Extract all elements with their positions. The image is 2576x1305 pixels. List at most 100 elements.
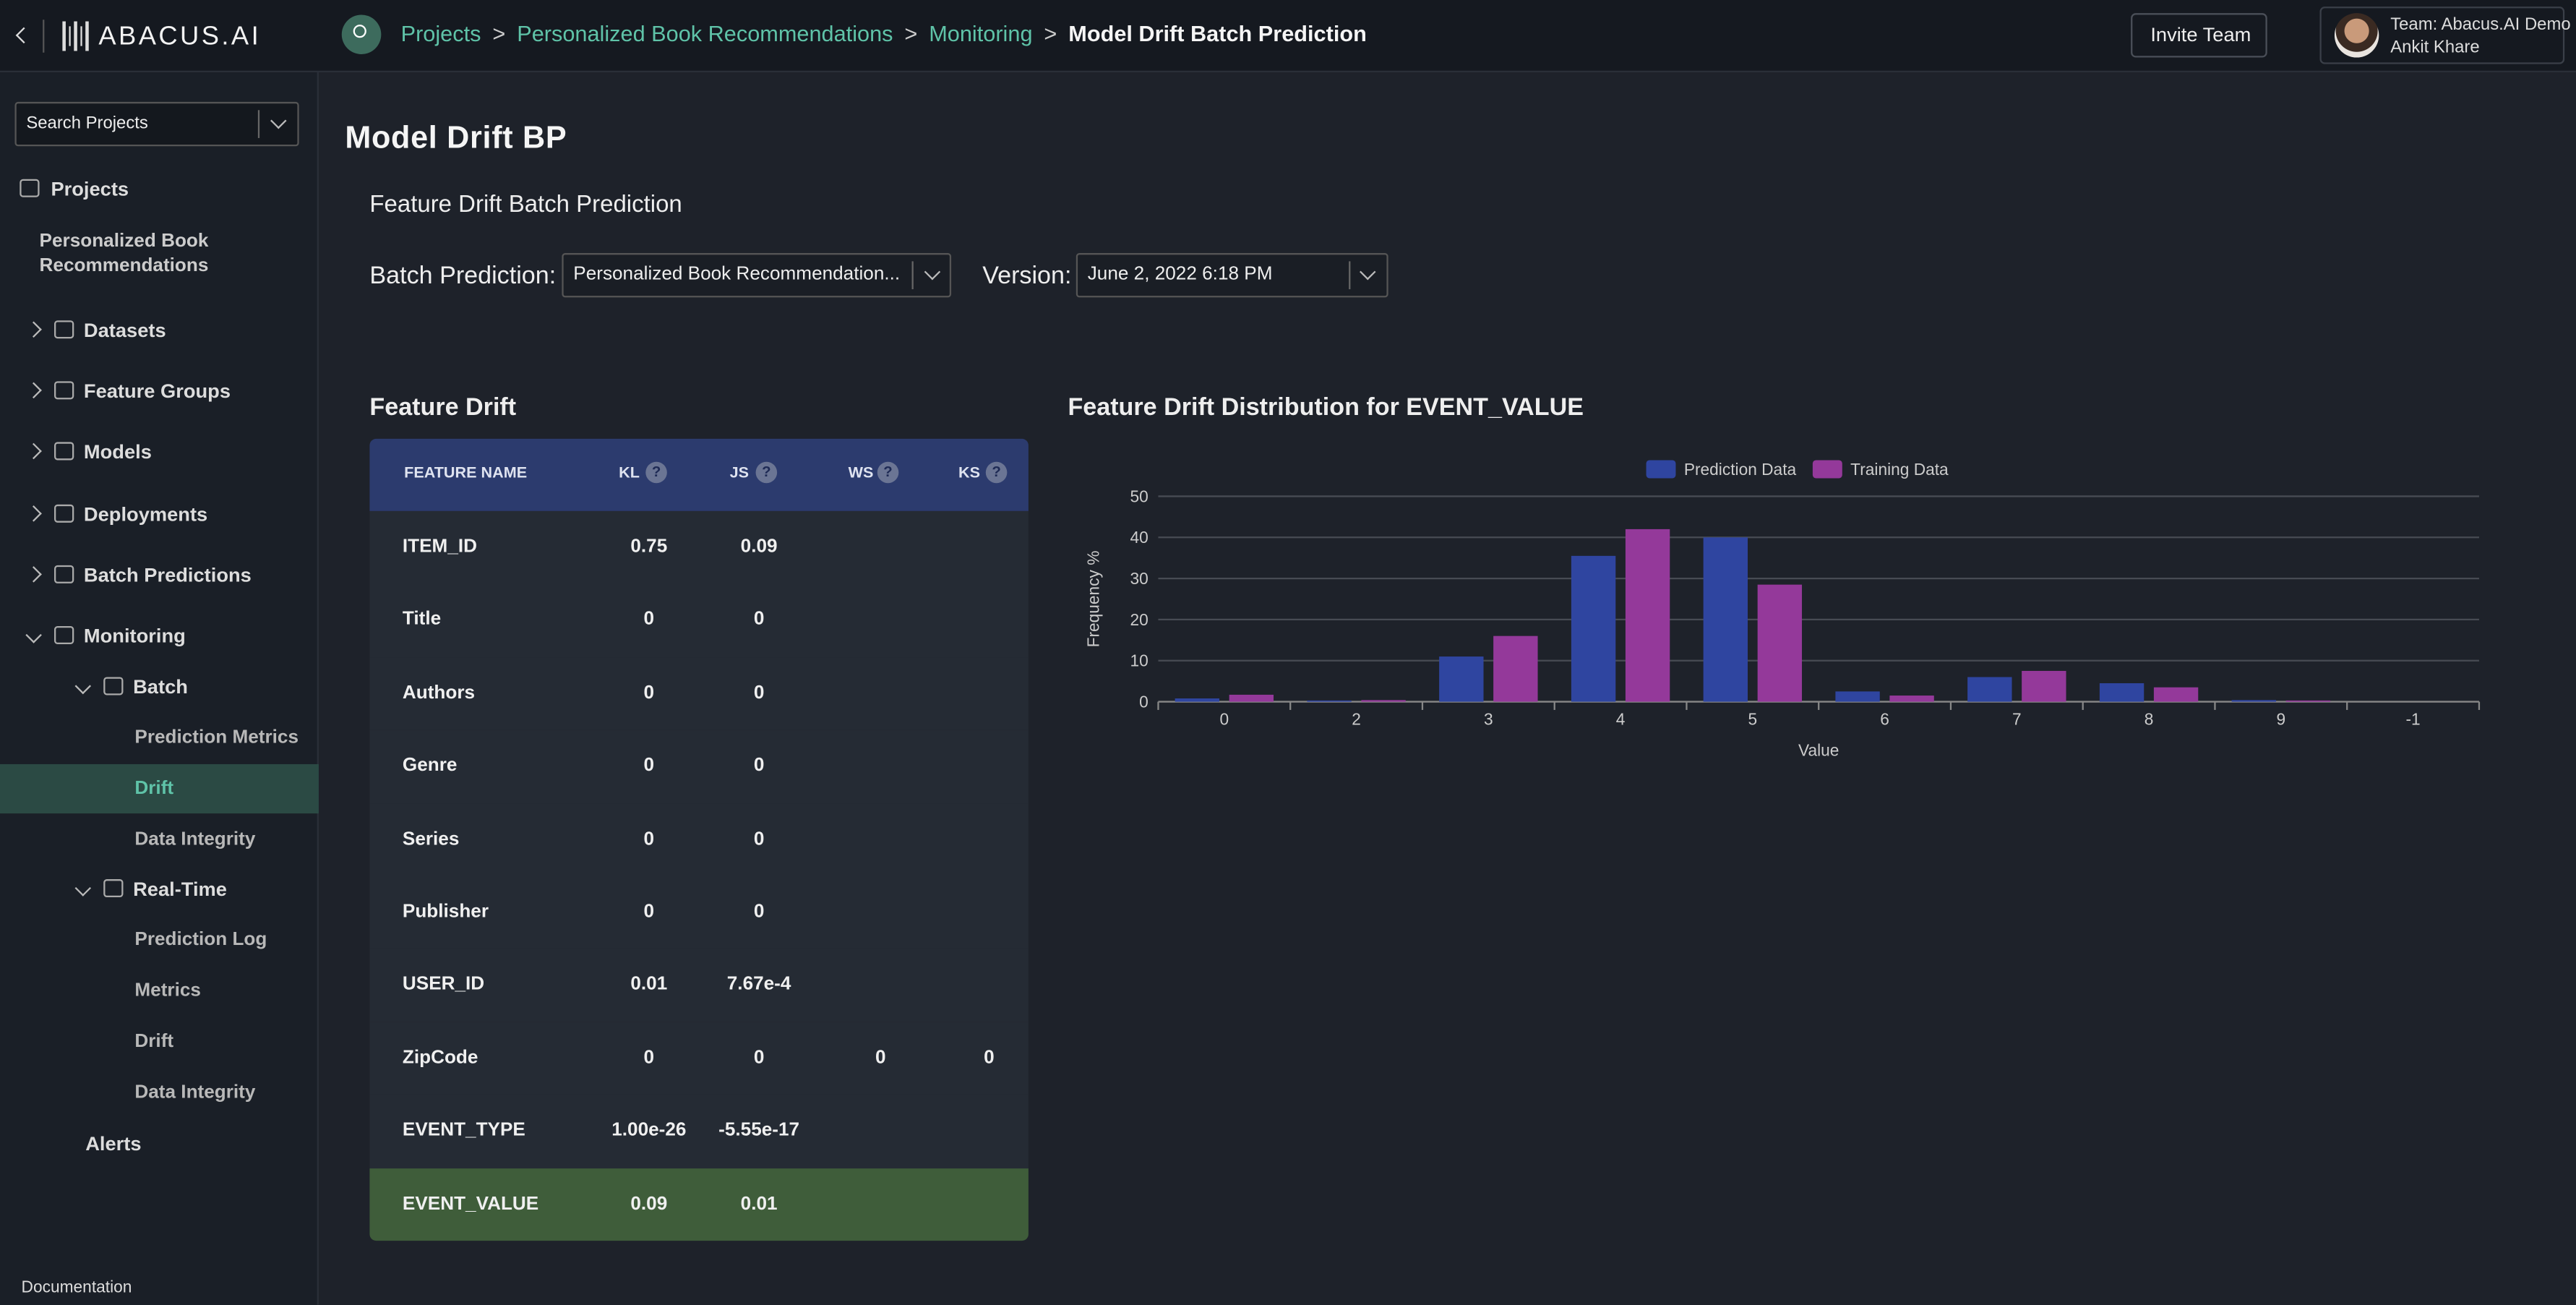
- nav-item[interactable]: Prediction Metrics: [134, 727, 299, 748]
- logo-bar: [62, 21, 65, 51]
- nav-item[interactable]: Monitoring: [83, 624, 186, 648]
- y-tick-label: 0: [1139, 693, 1149, 711]
- logo-bar: [74, 21, 77, 51]
- divider: [1349, 261, 1351, 290]
- y-tick-label: 40: [1130, 528, 1149, 547]
- metric-value: 0: [643, 756, 655, 776]
- user-menu[interactable]: [2319, 7, 2565, 64]
- invite-button[interactable]: [2131, 13, 2267, 58]
- metric-value: 0: [753, 683, 765, 703]
- bar: [2153, 687, 2199, 702]
- divider: [911, 261, 914, 290]
- nav-item[interactable]: Batch: [133, 675, 188, 699]
- breadcrumb-link[interactable]: Projects: [400, 21, 481, 46]
- y-axis-label: Frequency %: [1084, 551, 1103, 648]
- column-header: JS: [729, 464, 750, 483]
- search-icon: [353, 25, 366, 38]
- nav-projects[interactable]: Projects: [51, 177, 129, 201]
- bar: [1757, 584, 1803, 702]
- nav-item[interactable]: Data Integrity: [134, 1082, 256, 1103]
- nav-item[interactable]: Real-Time: [133, 877, 227, 901]
- nav-item[interactable]: Feature Groups: [83, 380, 231, 403]
- metric-value: 0: [643, 829, 655, 850]
- help-icon[interactable]: ?: [645, 461, 667, 484]
- help-icon[interactable]: ?: [755, 461, 778, 484]
- search-placeholder: Search Projects: [26, 113, 148, 134]
- metric-value: 0: [753, 829, 765, 850]
- batch-label: Batch Prediction:: [369, 262, 557, 291]
- nav-item[interactable]: Deployments: [83, 502, 208, 526]
- batch-select[interactable]: [562, 253, 952, 298]
- version-select[interactable]: [1076, 253, 1388, 298]
- nav-item[interactable]: Prediction Log: [134, 930, 267, 950]
- metric-value: 0: [875, 1048, 886, 1068]
- bar: [2285, 700, 2331, 702]
- nav-icon: [54, 320, 74, 339]
- bar: [1889, 696, 1934, 702]
- table-row[interactable]: [369, 876, 1029, 949]
- nav-selected: [0, 763, 319, 814]
- nav-item[interactable]: Models: [83, 440, 152, 463]
- logo: ABACUS.AI: [98, 22, 262, 51]
- logo-bar: [80, 26, 82, 46]
- nav-item[interactable]: Batch Predictions: [83, 563, 252, 587]
- bar: [1175, 698, 1220, 702]
- y-tick-label: 50: [1130, 487, 1149, 505]
- nav-icon: [54, 626, 74, 645]
- table-row[interactable]: [369, 1095, 1029, 1168]
- table-row[interactable]: [369, 656, 1029, 730]
- help-icon[interactable]: ?: [985, 461, 1008, 484]
- y-tick-label: 10: [1130, 651, 1149, 670]
- metric-value: 0: [753, 902, 765, 923]
- project-name[interactable]: Personalized Book Recommendations: [39, 231, 209, 276]
- user-name: Ankit Khare: [2390, 38, 2480, 58]
- column-header: WS: [848, 464, 874, 483]
- section-title: Feature Drift Batch Prediction: [369, 192, 682, 219]
- breadcrumb-separator: >: [904, 21, 918, 46]
- feature-name: USER_ID: [402, 975, 485, 996]
- documentation-link[interactable]: Documentation: [21, 1279, 132, 1298]
- table-row[interactable]: [369, 1168, 1029, 1241]
- bar: [1571, 555, 1616, 702]
- version-select-value: June 2, 2022 6:18 PM: [1087, 264, 1273, 285]
- breadcrumb-link[interactable]: Personalized Book Recommendations: [517, 21, 893, 46]
- nav-icon: [103, 677, 124, 696]
- table-row[interactable]: [369, 583, 1029, 657]
- invite-button-label[interactable]: Invite Team: [2150, 22, 2251, 46]
- breadcrumb-link[interactable]: Monitoring: [929, 21, 1033, 46]
- x-tick-label: 3: [1484, 709, 1493, 728]
- help-icon[interactable]: ?: [877, 461, 899, 484]
- search-projects[interactable]: [14, 101, 299, 147]
- metric-value: 0: [753, 1048, 765, 1068]
- metric-value: 0.09: [740, 537, 778, 557]
- y-tick-label: 30: [1130, 569, 1149, 588]
- legend-swatch: [1812, 460, 1842, 479]
- feature-name: Authors: [402, 683, 476, 703]
- nav-icon: [54, 442, 74, 461]
- nav-item[interactable]: Drift: [134, 779, 174, 799]
- table-row[interactable]: [369, 510, 1029, 584]
- nav-item[interactable]: Data Integrity: [134, 829, 256, 850]
- table-row[interactable]: [369, 1022, 1029, 1095]
- metric-value: 1.00e-26: [611, 1121, 687, 1141]
- breadcrumb-separator: >: [1044, 21, 1057, 46]
- nav-icon: [103, 879, 124, 898]
- feature-name: Genre: [402, 756, 458, 776]
- table-row[interactable]: [369, 803, 1029, 876]
- metric-value: 0.01: [630, 975, 668, 996]
- nav-icon: [54, 504, 74, 523]
- x-axis-label: Value: [1798, 741, 1839, 760]
- bar: [1307, 700, 1352, 702]
- sidebar: [0, 72, 319, 1305]
- table-row[interactable]: [369, 729, 1029, 803]
- logo-bar: [68, 26, 71, 46]
- table-row[interactable]: [369, 949, 1029, 1022]
- nav-item[interactable]: Metrics: [134, 980, 201, 1001]
- legend-label: Prediction Data: [1684, 460, 1797, 479]
- nav-item[interactable]: Drift: [134, 1032, 174, 1052]
- nav-item[interactable]: Datasets: [83, 318, 166, 342]
- nav-item[interactable]: Alerts: [85, 1132, 142, 1155]
- avatar: [2334, 13, 2379, 58]
- metric-value: 0.09: [630, 1194, 668, 1214]
